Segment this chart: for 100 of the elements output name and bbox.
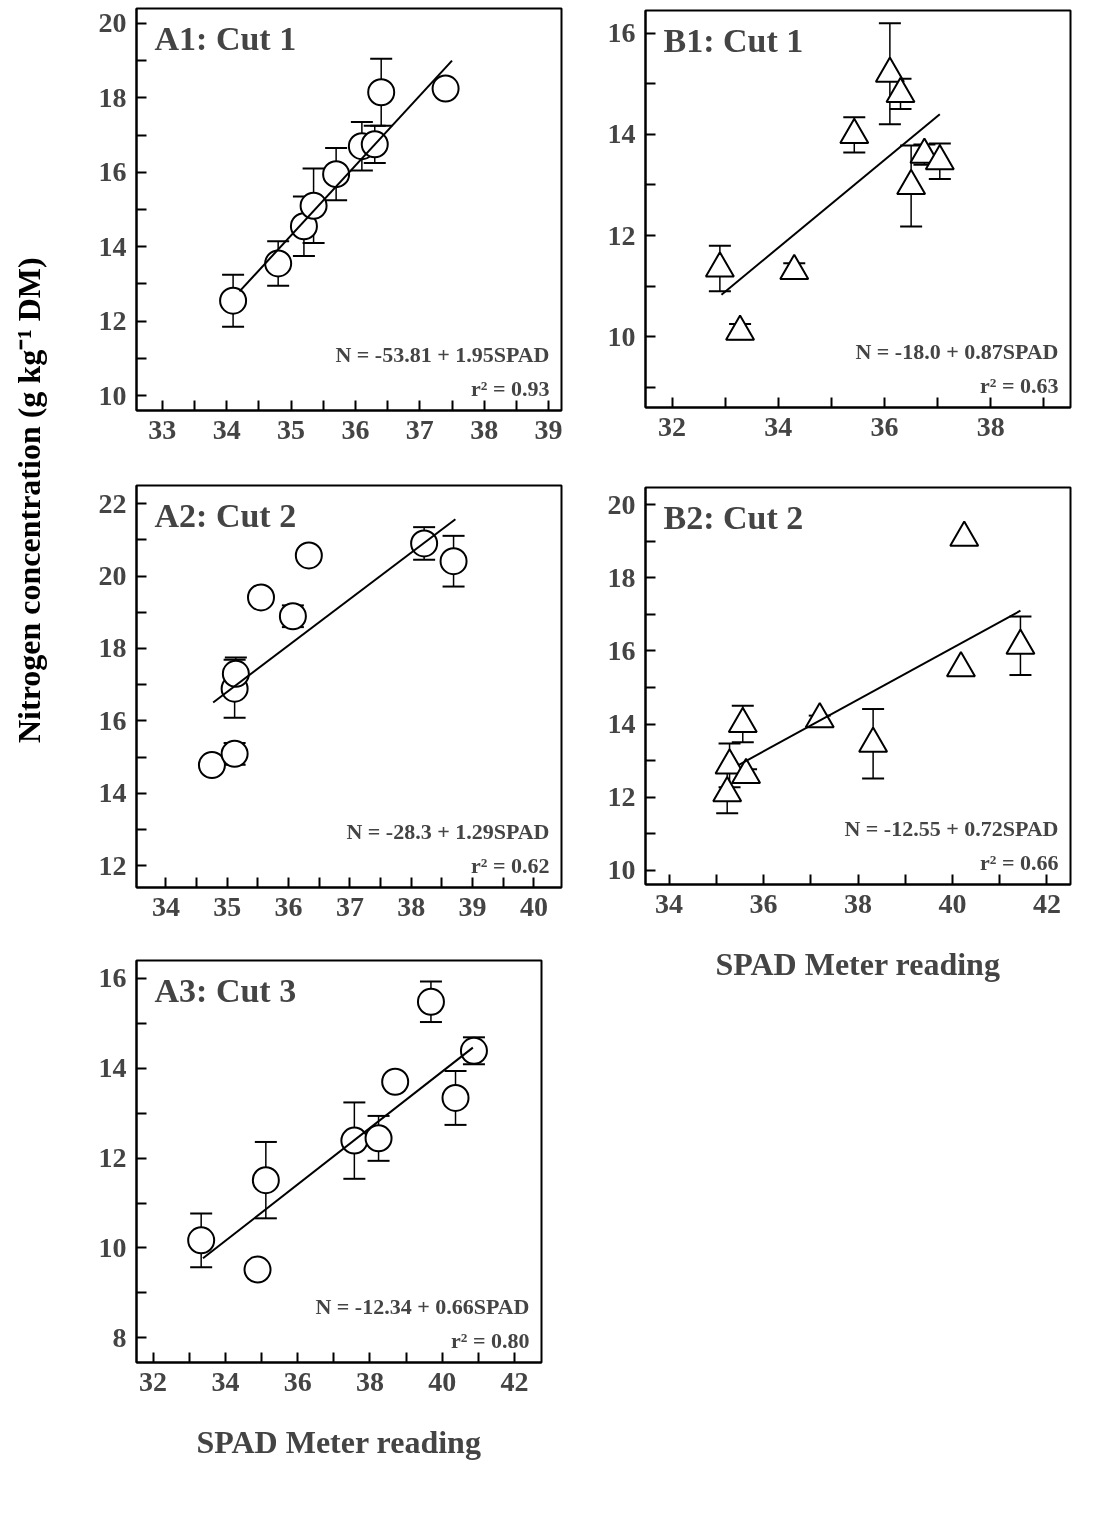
x-axis-title: SPAD Meter reading (196, 1423, 481, 1460)
x-tick-label: 39 (534, 413, 563, 445)
y-axis-title: Nitrogen concentration (g kg⁻¹ DM) (10, 257, 49, 743)
x-tick-label: 32 (658, 410, 687, 442)
x-tick-label: 36 (749, 887, 778, 919)
y-tick-label: 20 (98, 7, 127, 39)
x-tick-label: 35 (277, 413, 306, 445)
point (416, 987, 445, 1016)
point (727, 706, 758, 734)
chart-title: B2: Cut 2 (663, 498, 804, 536)
x-tick-label: 38 (470, 413, 499, 445)
point (949, 520, 980, 547)
annotation: r² = 0.66 (980, 849, 1059, 875)
annotation: r² = 0.62 (471, 852, 550, 878)
x-tick-label: 42 (1032, 887, 1061, 919)
y-tick-label: 18 (98, 81, 127, 113)
x-axis-title: SPAD Meter reading (715, 945, 1000, 982)
y-tick-label: 10 (98, 1231, 127, 1263)
x-tick-label: 37 (335, 890, 364, 922)
chart-title: A1: Cut 1 (154, 19, 297, 57)
chart-title: A3: Cut 3 (154, 971, 297, 1009)
point (431, 74, 460, 103)
y-tick-label: 18 (607, 561, 636, 593)
y-tick-label: 20 (607, 488, 636, 520)
y-tick-label: 12 (607, 219, 636, 251)
annotation: r² = 0.63 (980, 372, 1059, 398)
annotation: N = -12.55 + 0.72SPAD (844, 815, 1059, 841)
x-tick-label: 36 (283, 1365, 312, 1397)
point (219, 286, 248, 315)
x-tick-label: 38 (397, 890, 426, 922)
point (779, 253, 810, 281)
point (885, 76, 916, 104)
x-tick-label: 38 (355, 1365, 384, 1397)
annotation: N = -53.81 + 1.95SPAD (335, 341, 550, 367)
y-tick-label: 12 (98, 305, 127, 337)
point (367, 78, 396, 107)
y-tick-label: 16 (607, 634, 636, 666)
point (251, 1166, 280, 1195)
x-tick-label: 36 (341, 413, 370, 445)
point (364, 1124, 393, 1153)
x-tick-label: 37 (405, 413, 434, 445)
point (243, 1255, 272, 1284)
y-tick-label: 20 (98, 560, 127, 592)
y-tick-label: 10 (98, 379, 127, 411)
point (299, 191, 328, 220)
y-tick-label: 14 (98, 1052, 127, 1084)
y-tick-label: 8 (112, 1321, 127, 1353)
point (197, 751, 226, 780)
point (294, 541, 323, 570)
x-tick-label: 34 (151, 890, 180, 922)
y-tick-label: 16 (98, 156, 127, 188)
x-tick-label: 34 (211, 1365, 240, 1397)
point (945, 650, 976, 678)
x-tick-label: 35 (213, 890, 242, 922)
point (246, 583, 275, 612)
point (264, 249, 293, 278)
x-tick-label: 38 (976, 410, 1005, 442)
y-tick-label: 22 (98, 487, 127, 519)
x-tick-label: 33 (148, 413, 177, 445)
y-tick-label: 12 (98, 1142, 127, 1174)
point (725, 314, 756, 341)
point (1005, 628, 1036, 655)
point (441, 1083, 470, 1112)
point (187, 1226, 216, 1255)
annotation: N = -12.34 + 0.66SPAD (315, 1293, 530, 1319)
point (439, 547, 468, 576)
point (896, 168, 927, 196)
point (839, 117, 870, 144)
y-tick-label: 16 (98, 704, 127, 736)
y-tick-label: 16 (607, 17, 636, 49)
y-tick-label: 14 (98, 777, 127, 809)
chart-title: A2: Cut 2 (154, 496, 297, 534)
x-tick-label: 34 (212, 413, 241, 445)
y-tick-label: 10 (607, 320, 636, 352)
y-tick-label: 12 (607, 781, 636, 813)
y-tick-label: 12 (98, 849, 127, 881)
point (360, 130, 389, 159)
x-tick-label: 34 (655, 887, 684, 919)
y-tick-label: 18 (98, 632, 127, 664)
y-tick-label: 14 (607, 708, 636, 740)
x-tick-label: 40 (428, 1365, 457, 1397)
point (704, 251, 735, 278)
x-tick-label: 42 (500, 1365, 529, 1397)
annotation: r² = 0.80 (451, 1327, 530, 1353)
y-tick-label: 16 (98, 962, 127, 994)
point (712, 775, 743, 803)
x-tick-label: 36 (274, 890, 303, 922)
x-tick-label: 40 (938, 887, 967, 919)
x-tick-label: 34 (764, 410, 793, 442)
point (858, 726, 889, 753)
y-tick-label: 10 (607, 854, 636, 886)
x-tick-label: 39 (458, 890, 487, 922)
point (322, 160, 351, 189)
x-tick-label: 32 (139, 1365, 168, 1397)
x-tick-label: 38 (844, 887, 872, 919)
point (381, 1067, 410, 1096)
x-tick-label: 36 (870, 410, 899, 442)
x-tick-label: 40 (519, 890, 548, 922)
point (874, 56, 905, 83)
chart-title: B1: Cut 1 (663, 21, 804, 59)
